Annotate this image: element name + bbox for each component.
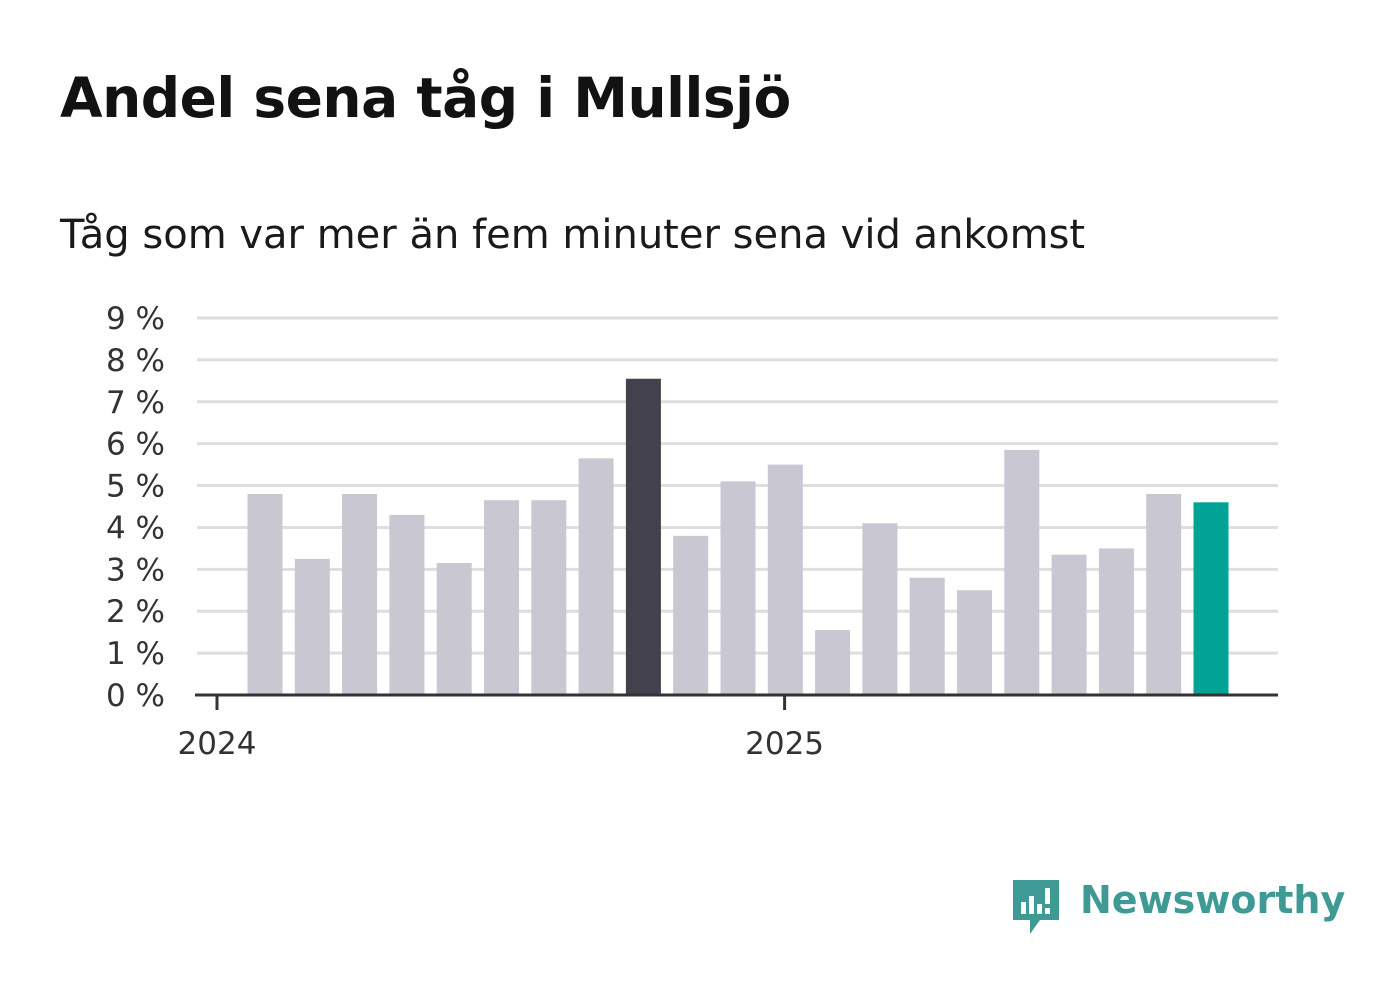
bars [247,378,1229,695]
bar [720,481,756,695]
bar [389,514,425,695]
bar [815,630,851,695]
y-tick-label: 4 % [106,510,165,546]
chart-subtitle: Tåg som var mer än fem minuter sena vid … [60,212,1086,258]
bar [909,577,945,695]
x-tick-label: 2025 [745,726,824,762]
bar [578,458,614,695]
bar [531,500,567,695]
x-axis [195,693,1278,710]
bar [436,563,472,695]
tick-labels: 0 % 1 % 2 % 3 % 4 % 5 % 6 % 7 % 8 % 9 % 2024 2025 [106,301,824,762]
bar [957,590,992,695]
bar [862,523,898,695]
chart-title: Andel sena tåg i Mullsjö [60,66,791,130]
x-tick-label: 2024 [178,726,257,762]
bar [1146,493,1182,695]
newsworthy-logo-icon [1013,880,1059,934]
brand-name: Newsworthy [1080,878,1346,922]
bar [294,558,330,695]
y-tick-label: 8 % [106,343,165,379]
brand: Newsworthy [1010,876,1345,940]
bar [484,500,519,695]
y-tick-label: 7 % [106,385,165,421]
bar [673,535,709,695]
y-tick-label: 6 % [106,427,165,463]
bar [625,378,661,695]
y-tick-label: 1 % [106,636,165,672]
y-tick-label: 3 % [106,552,165,588]
bar [1098,548,1134,695]
bar [1193,502,1229,695]
y-tick-label: 5 % [106,469,165,505]
bar [247,493,283,695]
bar [767,464,803,695]
y-tick-label: 0 % [106,678,165,714]
y-tick-label: 9 % [106,301,165,337]
y-tick-label: 2 % [106,594,165,630]
bar [1004,449,1040,695]
bar [1051,554,1087,695]
bar [342,493,378,695]
